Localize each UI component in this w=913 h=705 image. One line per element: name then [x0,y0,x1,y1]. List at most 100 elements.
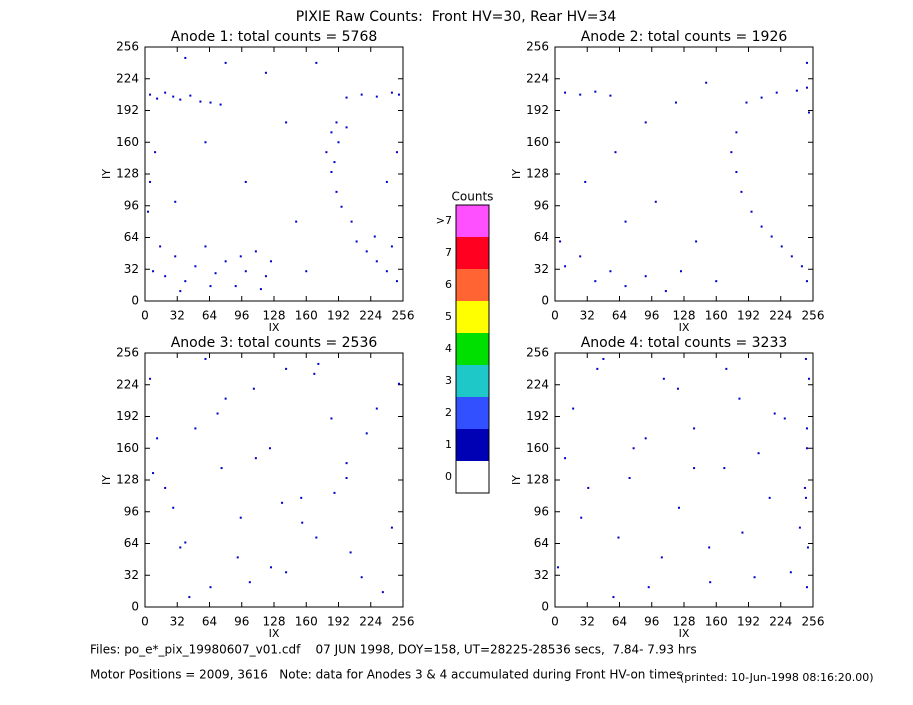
point [624,285,627,288]
point [194,265,197,268]
x-tick-label: 64 [612,615,627,629]
point [224,260,227,263]
point [390,91,393,94]
point [220,467,223,470]
point [152,472,155,475]
point [330,417,333,420]
point [179,290,182,293]
point [156,97,159,100]
point [587,486,590,489]
point [375,407,378,410]
y-tick-label: 160 [526,135,549,149]
x-tick-label: 192 [327,615,350,629]
point [695,240,698,243]
point [164,486,167,489]
point [725,367,728,370]
point [199,100,202,103]
point [244,180,247,183]
y-tick-label: 128 [116,473,139,487]
point [349,551,352,554]
point [385,270,388,273]
point [632,447,635,450]
point [806,546,809,549]
point [254,457,257,460]
y-tick-label: 192 [526,409,549,423]
colorbar-label: 5 [445,310,452,323]
point [628,477,631,480]
point [614,151,617,154]
point [674,101,677,104]
point [807,377,810,380]
point [216,412,219,415]
point [264,275,267,278]
point [693,467,696,470]
color-cell [456,205,489,237]
colorbar-label: >7 [436,214,452,227]
point [709,581,712,584]
panel-title: Anode 2: total counts = 1926 [581,29,788,45]
point [259,288,262,291]
point [660,556,663,559]
y-axis-label: IY [510,169,523,179]
y-tick-label: 32 [124,568,139,582]
x-tick-label: 32 [170,309,185,323]
point [184,56,187,59]
point [775,91,778,94]
x-tick-label: 160 [295,615,318,629]
figure-title: PIXIE Raw Counts: Front HV=30, Rear HV=3… [296,9,617,25]
point [285,121,288,124]
color-cell [456,333,489,365]
y-axis-label: IY [510,475,523,485]
color-cell [456,269,489,301]
point [269,260,272,263]
point [159,245,162,248]
x-tick-label: 224 [769,615,792,629]
point [564,457,567,460]
point [264,71,267,74]
y-tick-label: 224 [116,377,139,391]
point [164,91,167,94]
point [209,285,212,288]
point [365,250,368,253]
x-tick-label: 224 [359,309,382,323]
point [644,121,647,124]
point [333,161,336,164]
point [397,382,400,385]
x-axis-label: IX [269,321,280,334]
y-tick-label: 32 [124,262,139,276]
point [654,200,657,203]
point [149,93,152,96]
point [224,61,227,64]
colorbar-label: 1 [445,438,452,451]
point [184,541,187,544]
plot-frame [554,352,814,608]
point [395,280,398,283]
point [248,581,251,584]
point [285,571,288,574]
point [397,93,400,96]
point [677,506,680,509]
point [209,101,212,104]
y-tick-label: 96 [534,198,549,212]
point [337,141,340,144]
point [564,265,567,268]
x-tick-label: 128 [673,309,696,323]
point [156,437,159,440]
y-tick-label: 256 [526,40,549,54]
point [805,61,808,64]
x-tick-label: 192 [737,309,760,323]
point [345,96,348,99]
color-cell [456,365,489,397]
point [805,427,808,430]
y-tick-label: 64 [124,230,139,244]
point [798,526,801,529]
x-tick-label: 224 [769,309,792,323]
point [214,272,217,275]
panel-title: Anode 4: total counts = 3233 [581,335,788,351]
x-tick-label: 0 [141,309,149,323]
y-tick-label: 192 [116,103,139,117]
y-tick-label: 256 [116,346,139,360]
x-tick-label: 96 [644,309,659,323]
point [204,357,207,360]
